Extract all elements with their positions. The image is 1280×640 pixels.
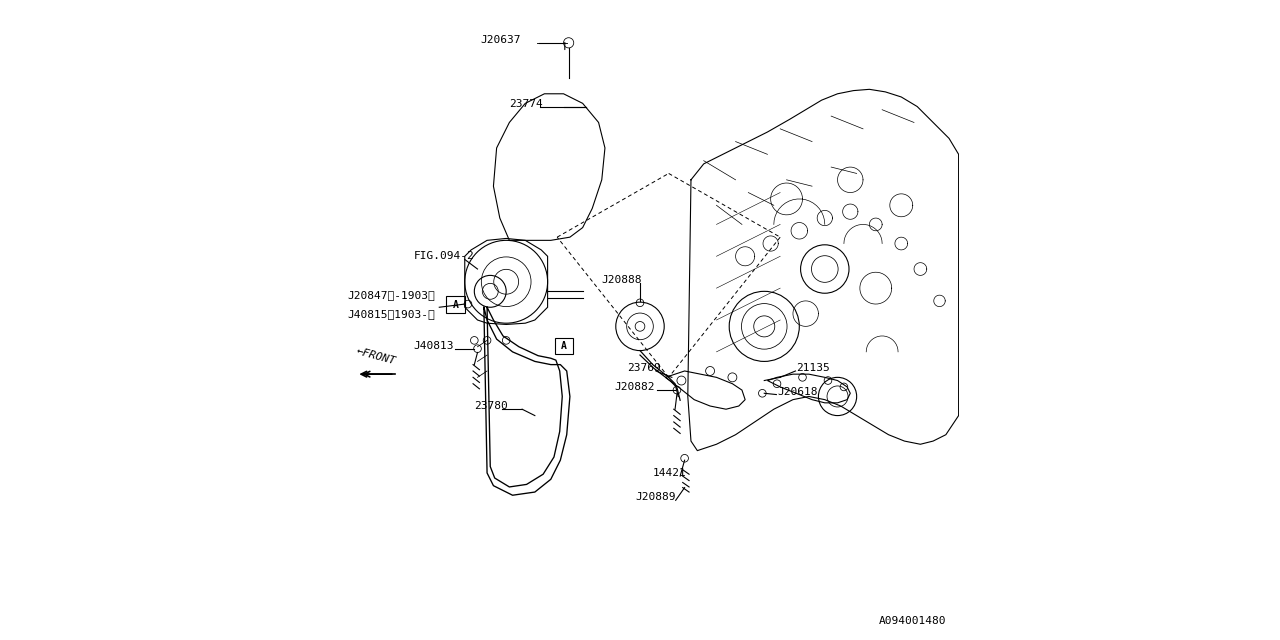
Text: 21135: 21135 <box>796 363 829 373</box>
Text: J20889: J20889 <box>636 492 676 502</box>
Text: A094001480: A094001480 <box>878 616 946 626</box>
Text: 14421: 14421 <box>653 468 686 478</box>
Text: J20847（-1903）: J20847（-1903） <box>347 290 435 300</box>
Text: 23780: 23780 <box>475 401 508 412</box>
Text: 23769: 23769 <box>627 363 660 373</box>
Text: J20637: J20637 <box>481 35 521 45</box>
Text: J20882: J20882 <box>614 382 655 392</box>
Text: A: A <box>453 300 458 310</box>
Text: ←FRONT: ←FRONT <box>355 346 397 367</box>
Text: A: A <box>561 341 567 351</box>
Text: J40815（1903-）: J40815（1903-） <box>347 309 435 319</box>
Text: J20618: J20618 <box>777 387 818 397</box>
Text: 23774: 23774 <box>509 99 543 109</box>
Text: FIG.094-2: FIG.094-2 <box>413 252 475 262</box>
Text: J20888: J20888 <box>602 275 643 285</box>
Text: J40813: J40813 <box>413 340 454 351</box>
